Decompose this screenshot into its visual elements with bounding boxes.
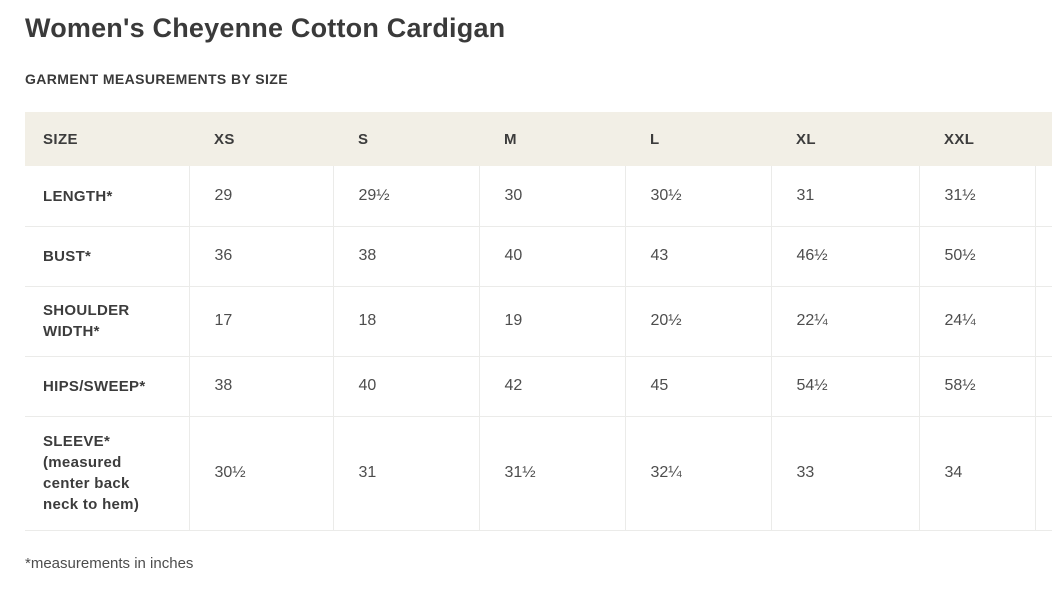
- column-header-xl: XL: [771, 112, 919, 167]
- clipped-cell: [1034, 356, 1052, 417]
- table-row: SHOULDER WIDTH* 17 18 19 20½ 22¼ 24¼: [25, 286, 1052, 357]
- measurement-value: 40: [332, 356, 479, 417]
- measurement-value: 24¼: [918, 286, 1035, 357]
- table-row: LENGTH* 29 29½ 30 30½ 31 31½: [25, 166, 1052, 227]
- measurement-value: 30½: [188, 416, 333, 531]
- measurement-value: 33: [770, 416, 919, 531]
- page-title: Women's Cheyenne Cotton Cardigan: [25, 13, 506, 43]
- section-subtitle: GARMENT MEASUREMENTS BY SIZE: [25, 71, 288, 88]
- measurement-value: 18: [332, 286, 479, 357]
- measurement-value: 31½: [478, 416, 625, 531]
- table-row: BUST* 36 38 40 43 46½ 50½: [25, 226, 1052, 287]
- column-header-size: SIZE: [25, 112, 189, 167]
- column-header-s: S: [333, 112, 479, 167]
- measurement-value: 38: [332, 226, 479, 287]
- header-row: SIZE XS S M L XL XXL: [25, 112, 1052, 167]
- measurement-value: 43: [624, 226, 771, 287]
- measurement-value: 22¼: [770, 286, 919, 357]
- size-table-scroll-area: SIZE XS S M L XL XXL LENGTH* 29 29½ 30 30½ 31…: [25, 112, 1052, 531]
- measurement-value: 29: [188, 166, 333, 227]
- size-table: SIZE XS S M L XL XXL LENGTH* 29 29½ 30 30½ 31…: [25, 112, 1052, 531]
- measurement-value: 31: [770, 166, 919, 227]
- measurement-value: 36: [188, 226, 333, 287]
- size-table-header: SIZE XS S M L XL XXL: [25, 112, 1052, 167]
- row-label: LENGTH*: [25, 166, 189, 227]
- measurement-value: 30½: [624, 166, 771, 227]
- measurement-value: 32¼: [624, 416, 771, 531]
- table-row: HIPS/SWEEP* 38 40 42 45 54½ 58½: [25, 356, 1052, 417]
- column-header-xs: XS: [189, 112, 333, 167]
- measurement-value: 50½: [918, 226, 1035, 287]
- size-guide-page: Women's Cheyenne Cotton Cardigan GARMENT…: [0, 12, 1052, 614]
- measurements-footnote: *measurements in inches: [25, 554, 194, 572]
- table-row: SLEEVE* (measured center back neck to he…: [25, 416, 1052, 531]
- row-label: HIPS/SWEEP*: [25, 356, 189, 417]
- measurement-value: 29½: [332, 166, 479, 227]
- measurement-value: 42: [478, 356, 625, 417]
- measurement-value: 30: [478, 166, 625, 227]
- measurement-value: 40: [478, 226, 625, 287]
- column-header-xxl: XXL: [919, 112, 1035, 167]
- measurement-value: 34: [918, 416, 1035, 531]
- clipped-cell: [1034, 226, 1052, 287]
- measurement-value: 45: [624, 356, 771, 417]
- clipped-cell: [1034, 286, 1052, 357]
- measurement-value: 38: [188, 356, 333, 417]
- measurement-value: 31½: [918, 166, 1035, 227]
- measurement-value: 19: [478, 286, 625, 357]
- measurement-value: 17: [188, 286, 333, 357]
- clipped-cell: [1034, 166, 1052, 227]
- row-label: SHOULDER WIDTH*: [25, 286, 189, 357]
- measurement-value: 54½: [770, 356, 919, 417]
- measurement-value: 46½: [770, 226, 919, 287]
- column-header-clipped: [1035, 112, 1052, 167]
- size-table-body: LENGTH* 29 29½ 30 30½ 31 31½ BUST* 36 38 40 43 46½ 50…: [25, 166, 1052, 531]
- clipped-cell: [1034, 416, 1052, 531]
- measurement-value: 20½: [624, 286, 771, 357]
- row-label: BUST*: [25, 226, 189, 287]
- row-label: SLEEVE* (measured center back neck to he…: [25, 416, 189, 531]
- measurement-value: 58½: [918, 356, 1035, 417]
- column-header-l: L: [625, 112, 771, 167]
- column-header-m: M: [479, 112, 625, 167]
- measurement-value: 31: [332, 416, 479, 531]
